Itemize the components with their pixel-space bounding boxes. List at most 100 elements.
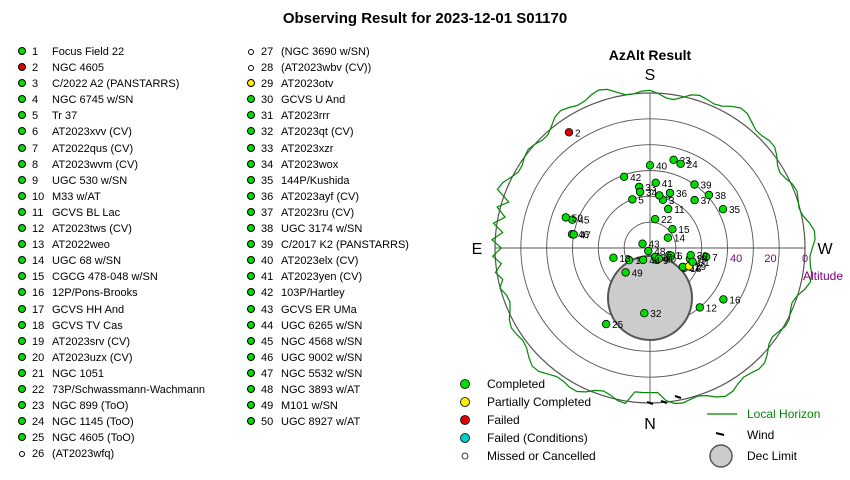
- target-point-label: 18: [690, 264, 702, 275]
- target-number: 22: [32, 383, 45, 396]
- target-point: [654, 254, 664, 263]
- target-name: AT2023xzr: [281, 142, 334, 155]
- target-name: 73P/Schwassmann-Wachmann: [52, 383, 206, 396]
- status-dot-icon: [247, 111, 255, 120]
- status-dot-icon: [247, 175, 255, 184]
- target-name: UGC 68 w/SN: [52, 255, 122, 268]
- target-point: [644, 246, 653, 256]
- target-point: [609, 253, 618, 262]
- status-dot-icon: [18, 352, 26, 361]
- direction-west: W: [817, 241, 833, 258]
- target-name: UGC 8927 w/AT: [281, 416, 361, 429]
- target-number: 20: [32, 351, 45, 364]
- target-name: C/2017 K2 (PANSTARRS): [281, 239, 409, 252]
- target-name: AT2023ayf (CV): [281, 190, 360, 203]
- target-name: M101 w/SN: [281, 400, 338, 413]
- status-dot-icon: [247, 191, 255, 200]
- status-dot-icon: [18, 111, 26, 120]
- status-dot-icon: [18, 272, 26, 281]
- target-point: [569, 230, 578, 239]
- target-name: NGC 1051: [52, 367, 104, 380]
- legend-label: Wind: [747, 428, 774, 442]
- target-point-label: 36: [676, 189, 688, 200]
- status-dot-icon: [18, 433, 26, 442]
- target-point: [561, 213, 570, 222]
- target-name: AT2023yen (CV): [281, 271, 363, 284]
- target-name: UGC 3174 w/SN: [281, 223, 363, 236]
- target-point-label: 20: [665, 255, 677, 266]
- status-dot-icon: [18, 336, 26, 345]
- altitude-tick-label: 40: [730, 253, 742, 265]
- target-number: 43: [261, 303, 274, 316]
- wind-tick: [646, 401, 654, 405]
- target-name: 144P/Kushida: [281, 174, 350, 187]
- status-dot-icon: [18, 368, 26, 377]
- target-point-label: 46: [578, 230, 590, 241]
- target-name: AT2022qus (CV): [52, 142, 134, 155]
- target-point: [719, 295, 728, 304]
- status-dot-icon: [18, 79, 26, 88]
- target-point-label: 42: [630, 173, 642, 184]
- target-number: 44: [261, 319, 274, 332]
- target-point: [655, 191, 664, 200]
- target-point: [669, 155, 678, 164]
- target-point: [645, 161, 655, 170]
- target-name: Tr 37: [52, 110, 78, 123]
- target-point: [624, 255, 634, 265]
- target-point: [650, 214, 660, 224]
- target-point: [621, 268, 630, 277]
- target-name: M33 w/AT: [52, 190, 101, 203]
- status-dot-icon: [247, 240, 255, 249]
- target-point: [690, 195, 699, 205]
- legend-label: Completed: [487, 377, 545, 391]
- status-dot-icon: [247, 272, 255, 281]
- status-dot-icon: [248, 49, 254, 55]
- target-number: 42: [261, 287, 274, 300]
- legend-label: Partially Completed: [487, 395, 591, 409]
- legend-label: Missed or Cancelled: [487, 449, 596, 463]
- target-number: 17: [32, 303, 45, 316]
- status-dot-icon: [18, 143, 26, 152]
- status-dot-icon: [18, 175, 26, 184]
- target-point: [664, 204, 673, 214]
- target-number: 10: [32, 190, 45, 203]
- legend-marker: [461, 452, 469, 460]
- target-number: 33: [261, 142, 274, 155]
- target-number: 41: [261, 271, 274, 284]
- target-number: 14: [32, 255, 45, 268]
- target-number: 12: [32, 223, 45, 236]
- target-number: 34: [261, 158, 274, 171]
- status-dot-icon: [247, 304, 255, 313]
- target-point: [676, 159, 685, 168]
- legend-label: Dec Limit: [747, 449, 798, 463]
- target-name: UGC 9002 w/SN: [281, 351, 363, 364]
- target-number: 1: [32, 46, 39, 58]
- status-dot-icon: [18, 224, 26, 233]
- target-number: 3: [32, 78, 39, 91]
- target-name: GCVS BL Lac: [52, 206, 121, 219]
- target-name: (AT2023wbv (CV)): [281, 62, 372, 75]
- target-number: 40: [261, 255, 274, 268]
- legend-wind-tick: [715, 432, 725, 436]
- status-dot-icon: [18, 417, 26, 426]
- target-number: 24: [32, 416, 45, 429]
- target-point-label: 48: [654, 247, 666, 258]
- direction-east: E: [472, 241, 483, 258]
- target-number: 28: [261, 62, 274, 75]
- status-dot-icon: [247, 320, 255, 329]
- status-dot-icon: [247, 159, 255, 168]
- target-number: 8: [32, 158, 39, 171]
- target-number: 16: [32, 287, 45, 300]
- target-name: AT2023xvv (CV): [52, 126, 132, 139]
- target-number: 7: [32, 142, 39, 155]
- target-point-label: 45: [578, 216, 590, 227]
- target-point-label: 6: [677, 252, 683, 263]
- target-name: GCVS HH And: [52, 303, 125, 316]
- target-point-label: 23: [680, 156, 692, 167]
- target-point-label: 21: [689, 263, 701, 274]
- direction-south: S: [645, 67, 656, 84]
- target-name: AT2022weo: [52, 239, 110, 252]
- status-dot-icon: [18, 401, 26, 410]
- target-number: 31: [261, 110, 274, 123]
